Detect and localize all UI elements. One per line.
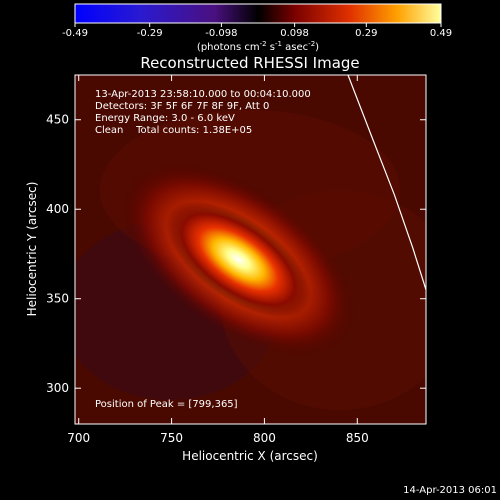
annotation-energy-range: Energy Range: 3.0 - 6.0 keV <box>95 113 235 124</box>
x-tick-label: 800 <box>253 431 276 445</box>
colorbar-tick-label: 0.098 <box>280 28 309 39</box>
annotation-clean-counts: Clean Total counts: 1.38E+05 <box>95 125 252 136</box>
x-tick-label: 850 <box>346 431 369 445</box>
footer-timestamp: 14-Apr-2013 06:01 <box>403 485 497 496</box>
chart-title: Reconstructed RHESSI Image <box>140 54 359 72</box>
colorbar-tick-label: 0.49 <box>430 28 452 39</box>
peak-position-label: Position of Peak = [799,365] <box>95 399 238 410</box>
y-tick-label: 300 <box>46 381 69 395</box>
colorbar-units: (photons cm-2 s-1 asec-2) <box>197 40 319 53</box>
x-tick-label: 750 <box>160 431 183 445</box>
annotation-detectors: Detectors: 3F 5F 6F 7F 8F 9F, Att 0 <box>95 101 269 112</box>
y-tick-label: 450 <box>46 113 69 127</box>
x-tick-label: 700 <box>67 431 90 445</box>
flare-source <box>121 162 356 356</box>
colorbar-tick-label: -0.098 <box>205 28 237 39</box>
colorbar-ticks: -0.49 -0.29 -0.098 0.098 0.29 0.49 <box>62 23 452 39</box>
y-tick-label: 400 <box>46 202 69 216</box>
colorbar-tick-label: 0.29 <box>355 28 377 39</box>
annotation-time-range: 13-Apr-2013 23:58:10.000 to 00:04:10.000 <box>95 89 311 100</box>
x-axis-label: Heliocentric X (arcsec) <box>182 449 318 463</box>
y-axis-label: Heliocentric Y (arcsec) <box>25 182 39 317</box>
colorbar <box>74 3 442 24</box>
colorbar-tick-label: -0.49 <box>62 28 88 39</box>
y-tick-label: 350 <box>46 292 69 306</box>
colorbar-tick-label: -0.29 <box>137 28 163 39</box>
axis-ticks: 700 750 800 850 300 350 400 450 <box>46 75 426 445</box>
heatmap-image <box>75 75 426 410</box>
solar-limb <box>347 75 426 290</box>
